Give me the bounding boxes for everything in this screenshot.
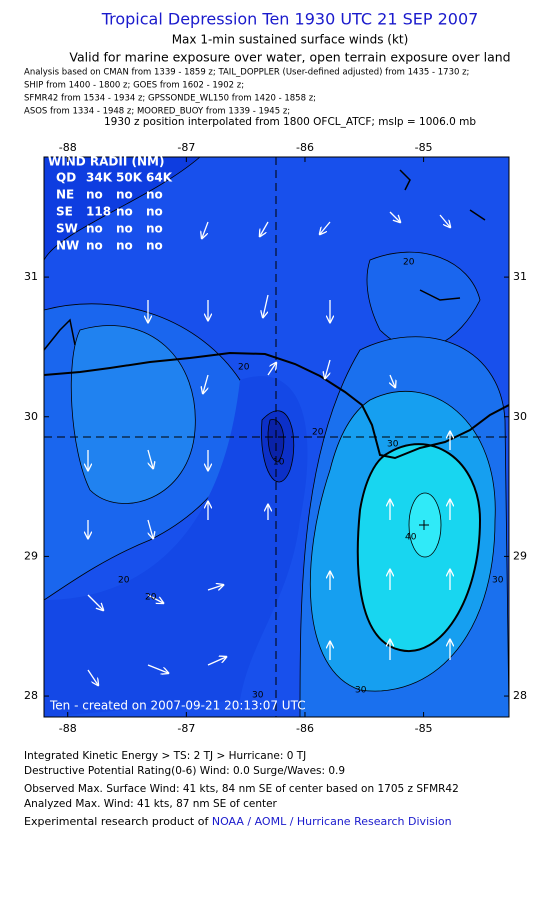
radii-cell: no: [86, 222, 103, 236]
radii-cell: no: [146, 222, 163, 236]
credit-link[interactable]: NOAA / AOML / Hurricane Research Divisio…: [212, 815, 452, 828]
radii-cell: no: [86, 239, 103, 253]
wind-arrow: [207, 657, 226, 666]
subtitle: Max 1-min sustained surface winds (kt): [172, 33, 409, 47]
radii-title: WIND RADII (NM): [48, 155, 164, 169]
contour-label: 20: [118, 576, 130, 586]
footer-line: Analyzed Max. Wind: 41 kts, 87 nm SE of …: [24, 798, 278, 810]
wind-arrow: [260, 221, 269, 236]
wind-arrows: [87, 211, 450, 685]
x-tick-label: -88: [59, 722, 77, 735]
contour-label: 20: [403, 258, 415, 268]
contour: [267, 419, 285, 463]
contour-label: 30: [492, 576, 504, 586]
x-tick-label: -88: [59, 141, 77, 154]
radii-cell: no: [86, 188, 103, 202]
wind-arrow: [439, 214, 450, 227]
radii-cell: 50K: [116, 171, 143, 185]
x-tick-label: -86: [296, 722, 314, 735]
coastline: [44, 169, 486, 351]
radii-cell: 118: [86, 205, 111, 219]
axes: -88 -88 -87 -87 -86 -86 -85 -85 28 28 29 29 30 30 31 31: [24, 141, 527, 735]
radii-cell: SE: [56, 205, 73, 219]
source-line: Analysis based on CMAN from 1339 - 1859 …: [24, 68, 469, 78]
radii-cell: SW: [56, 222, 78, 236]
contour-label: 20: [238, 363, 250, 373]
wind-arrow: [207, 585, 223, 590]
wind-arrow: [389, 211, 400, 222]
source-line: ASOS from 1334 - 1948 z; MOORED_BUOY fro…: [24, 107, 290, 117]
contour-label: 10: [273, 458, 285, 468]
validity: Valid for marine exposure over water, op…: [69, 50, 510, 65]
wind-arrow: [147, 449, 153, 468]
y-tick-label: 31: [513, 270, 527, 283]
y-tick-label: 29: [24, 549, 38, 562]
y-tick-label: 30: [24, 410, 38, 423]
radii-cell: NE: [56, 188, 74, 202]
contour-label: 20: [312, 428, 324, 438]
contour-label: 30: [387, 440, 399, 450]
title: Tropical Depression Ten 1930 UTC 21 SEP …: [101, 10, 479, 29]
contour: [366, 251, 481, 350]
footer-line: Destructive Potential Rating(0-6) Wind: …: [24, 765, 345, 777]
wind-arrow: [147, 594, 163, 603]
contour-label: 20: [145, 593, 157, 603]
wind-arrow: [147, 519, 153, 538]
wind-arrow: [390, 374, 395, 387]
radii-cell: no: [146, 205, 163, 219]
y-tick-label: 28: [513, 689, 527, 702]
wind-arrow: [263, 294, 269, 317]
radii-cell: QD: [56, 171, 76, 185]
coastline: [44, 351, 509, 460]
credit: Experimental research product of NOAA / …: [24, 815, 452, 828]
y-tick-label: 28: [24, 689, 38, 702]
position-note: 1930 z position interpolated from 1800 O…: [104, 116, 476, 128]
contour: [44, 376, 308, 717]
y-tick-label: 29: [513, 549, 527, 562]
wind-arrow: [267, 363, 276, 376]
x-tick-label: -85: [415, 141, 433, 154]
radii-cell: no: [116, 239, 133, 253]
map-frame: [43, 156, 510, 718]
y-tick-label: 31: [24, 270, 38, 283]
wind-arrow: [325, 359, 331, 378]
radii-cell: no: [146, 188, 163, 202]
x-tick-label: -87: [177, 141, 195, 154]
contour-label: 30: [252, 691, 264, 701]
center-marker: [419, 520, 429, 530]
source-line: SFMR42 from 1534 - 1934 z; GPSSONDE_WL15…: [24, 94, 316, 104]
radii-cell: no: [116, 205, 133, 219]
radii-cell: NW: [56, 239, 79, 253]
radii-cell: 34K: [86, 171, 113, 185]
map-footer: Ten - created on 2007-09-21 20:13:07 UTC: [49, 699, 306, 713]
contour: [70, 325, 196, 504]
wind-arrow: [202, 221, 209, 238]
radii-cell: no: [116, 222, 133, 236]
radii-cell: no: [146, 239, 163, 253]
x-tick-label: -86: [296, 141, 314, 154]
x-tick-label: -85: [415, 722, 433, 735]
wind-arrow: [147, 664, 168, 673]
credit-text: Experimental research product of: [24, 815, 212, 828]
wind-arrow: [320, 221, 331, 234]
map: [44, 157, 509, 717]
contour: [44, 157, 201, 261]
wind-arrow: [87, 594, 103, 610]
x-tick-label: -87: [177, 722, 195, 735]
footer-line: Integrated Kinetic Energy > TS: 2 TJ > H…: [24, 750, 306, 762]
radii-cell: no: [116, 188, 133, 202]
wind-arrow: [87, 669, 98, 685]
radii-cell: 64K: [146, 171, 173, 185]
y-tick-label: 30: [513, 410, 527, 423]
source-line: SHIP from 1400 - 1800 z; GOES from 1602 …: [24, 81, 244, 91]
contour-label: 40: [405, 533, 417, 543]
contour-label: 30: [355, 686, 367, 696]
footer-line: Observed Max. Surface Wind: 41 kts, 84 n…: [24, 783, 459, 795]
wind-arrow: [203, 374, 209, 393]
